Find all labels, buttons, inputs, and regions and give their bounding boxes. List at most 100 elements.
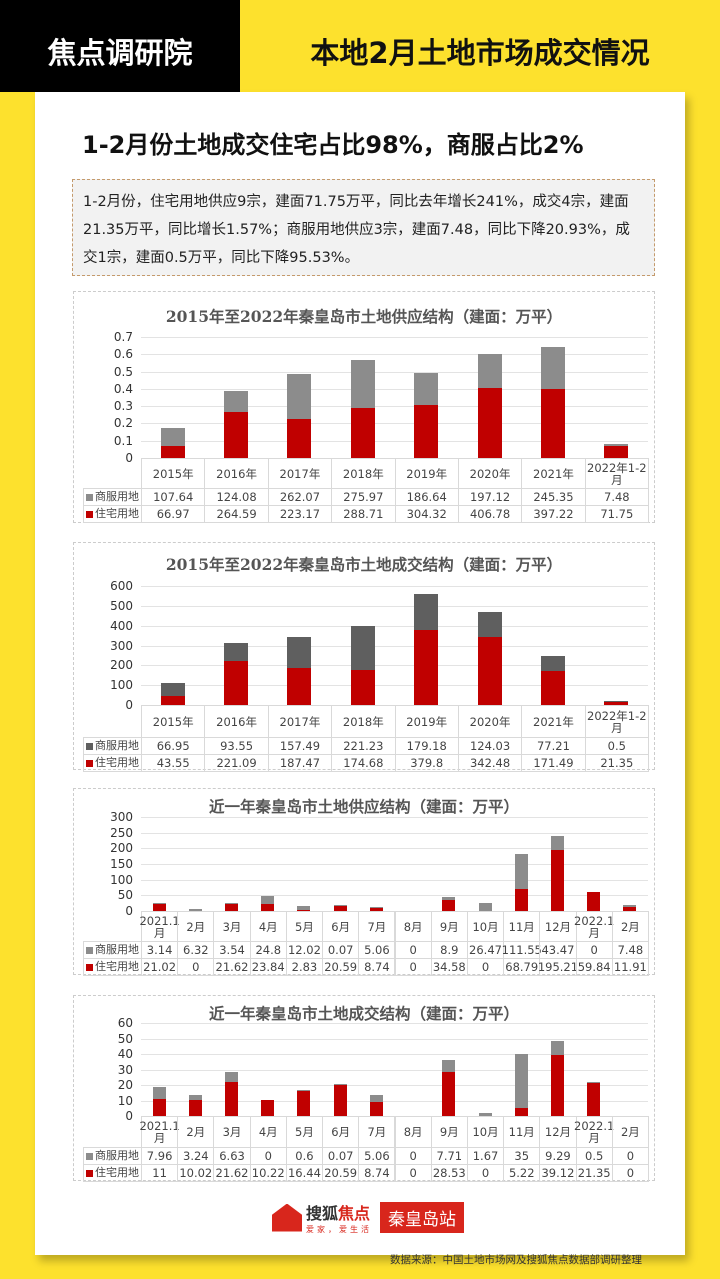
x-category-label: 2022.1月 — [574, 911, 614, 942]
page-title: 本地2月土地市场成交情况 — [310, 36, 650, 70]
legend-name: 商服用地 — [95, 490, 139, 503]
legend-row-label: 住宅用地 — [83, 754, 142, 772]
y-tick-label: 0.1 — [113, 433, 133, 448]
bar-residential — [297, 910, 311, 911]
table-value: 2.83 — [285, 958, 324, 976]
bar-residential — [224, 661, 249, 705]
legend-name: 住宅用地 — [95, 960, 139, 973]
y-tick-label: 50 — [117, 888, 133, 903]
data-source: 数据来源：中国土地市场网及搜狐焦点数据部调研整理 — [390, 1254, 642, 1266]
table-value: 5.06 — [358, 1147, 396, 1165]
gridline — [141, 895, 648, 897]
x-category-label: 5月 — [285, 911, 324, 942]
bar-commercial — [604, 444, 629, 446]
bar-residential — [160, 696, 185, 705]
legend-swatch — [86, 493, 93, 501]
x-category-label: 2021年 — [521, 458, 586, 489]
y-tick-label: 0.2 — [113, 416, 133, 431]
table-value: 11 — [141, 1164, 179, 1182]
table-value: 10.22 — [249, 1164, 287, 1182]
header-black-block — [0, 0, 240, 92]
legend-name: 住宅用地 — [95, 507, 139, 520]
table-value: 0.07 — [322, 1147, 360, 1165]
bar-commercial — [188, 1095, 202, 1101]
gridline — [141, 440, 648, 442]
table-value: 1.67 — [466, 1147, 505, 1165]
table-value: 12.02 — [285, 941, 324, 959]
bar-commercial — [160, 683, 185, 697]
table-value: 0 — [177, 958, 215, 976]
table-value: 223.17 — [267, 505, 333, 523]
x-category-label: 6月 — [322, 1116, 360, 1148]
gridline — [141, 864, 648, 865]
table-value: 275.97 — [331, 488, 396, 506]
bar-commercial — [297, 1089, 311, 1091]
y-tick-label: 0.3 — [113, 399, 133, 414]
x-category-label: 2020年 — [457, 458, 523, 489]
bar-commercial — [477, 353, 502, 388]
bar-residential — [604, 445, 629, 458]
gridline — [141, 848, 648, 850]
y-tick-label: 10 — [117, 1093, 133, 1108]
table-value: 107.64 — [141, 488, 206, 506]
bar-commercial — [478, 1113, 492, 1116]
table-value: 0.5 — [584, 737, 649, 755]
x-category-label: 2021年 — [521, 705, 586, 738]
bar-residential — [414, 405, 439, 458]
y-tick-label: 0 — [125, 698, 133, 712]
bar-commercial — [414, 373, 439, 406]
legend-row-label: 住宅用地 — [83, 958, 142, 976]
gridline — [141, 388, 648, 390]
bar-commercial — [478, 902, 492, 911]
chart-panel: 2015年至2022年秦皇岛市土地成交结构（建面：万平） 0 100 200 300 40… — [73, 542, 655, 772]
station-badge: 秦皇岛站 — [380, 1202, 464, 1233]
x-category-label: 8月 — [394, 1116, 432, 1148]
legend-swatch — [86, 759, 93, 767]
legend-name: 商服用地 — [95, 943, 139, 956]
x-category-label: 2015年 — [141, 705, 206, 738]
brand-title: 焦点调研院 — [47, 36, 193, 70]
legend-swatch — [86, 510, 93, 518]
bar-residential — [514, 1107, 528, 1116]
bar-commercial — [261, 895, 275, 904]
legend-row-label: 商服用地 — [83, 1147, 142, 1165]
x-category-label: 2021.1月 — [139, 1116, 180, 1148]
bar-residential — [623, 907, 637, 911]
table-value: 379.8 — [394, 754, 459, 772]
legend-name: 住宅用地 — [95, 1166, 139, 1179]
bar-residential — [477, 637, 502, 705]
gridline — [141, 625, 648, 627]
x-category-label: 2018年 — [331, 705, 396, 738]
gridline — [141, 1023, 648, 1024]
table-value: 6.63 — [213, 1147, 251, 1165]
x-category-label: 4月 — [249, 1116, 287, 1148]
y-tick-label: 60 — [117, 1016, 133, 1030]
legend-name: 住宅用地 — [95, 756, 139, 769]
bar-residential — [550, 1055, 564, 1116]
bar-commercial — [297, 906, 311, 911]
y-tick-label: 200 — [110, 841, 133, 856]
table-value: 66.97 — [141, 505, 206, 523]
bar-residential — [152, 904, 166, 911]
legend-row-label: 商服用地 — [83, 488, 142, 506]
y-tick-label: 250 — [110, 825, 133, 840]
chart-panel: 2015年至2022年秦皇岛市土地供应结构（建面：万平） 0 0.1 0.2 0.3 0.… — [73, 291, 655, 523]
legend-name: 商服用地 — [95, 1149, 139, 1162]
table-value: 21.62 — [213, 1164, 251, 1182]
x-category-label: 10月 — [466, 1116, 505, 1148]
x-category-label: 6月 — [322, 911, 360, 942]
table-value: 0.07 — [322, 941, 360, 959]
bar-residential — [297, 1090, 311, 1116]
table-value: 288.71 — [331, 505, 396, 523]
x-category-label: 2022.1月 — [574, 1116, 614, 1148]
x-category-label: 2020年 — [457, 705, 523, 738]
y-tick-label: 150 — [110, 857, 133, 871]
y-tick-label: 0.7 — [113, 330, 133, 344]
table-value: 24.8 — [249, 941, 287, 959]
x-category-label: 4月 — [249, 911, 287, 942]
gridline — [141, 371, 648, 373]
bar-commercial — [550, 1040, 564, 1056]
table-value: 397.22 — [521, 505, 586, 523]
bar-commercial — [550, 836, 564, 850]
legend-swatch — [86, 742, 93, 750]
